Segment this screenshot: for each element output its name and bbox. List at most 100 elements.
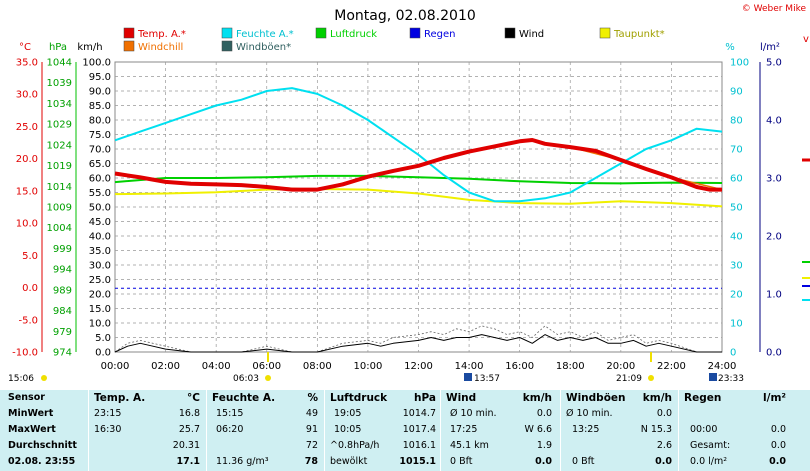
gusts-bft: 0 Bft bbox=[572, 456, 595, 467]
humidity-tick-label: 80 bbox=[730, 116, 743, 127]
rain-total-label: Gesamt: bbox=[690, 440, 731, 451]
sunset-time: 21:09 bbox=[616, 374, 642, 384]
temp-tick-label: -10.0 bbox=[12, 348, 38, 359]
humidity-tick-label: 60 bbox=[730, 174, 743, 185]
temp-max: 25.7 bbox=[178, 424, 200, 435]
humidity-tick-label: 20 bbox=[730, 290, 743, 301]
wind-distance: 45.1 km bbox=[450, 440, 489, 451]
row-label-current: 02.08. 23:55 bbox=[8, 456, 76, 467]
stats-col-gusts: Windböen km/h Ø 10 min. 0.0 13:25 N 15.3… bbox=[566, 390, 676, 471]
temp-tick-label: 5.0 bbox=[22, 251, 38, 262]
dewpoint-line bbox=[114, 188, 723, 208]
legend-swatch bbox=[504, 27, 516, 39]
rain-total: 0.0 bbox=[770, 440, 786, 451]
legend-swatch bbox=[315, 27, 327, 39]
wind-bft: 0 Bft bbox=[450, 456, 473, 467]
wind-tick-label: 15.0 bbox=[89, 304, 111, 315]
col-sep bbox=[206, 390, 207, 471]
humidity-tick-label: 10 bbox=[730, 319, 743, 330]
legend-swatch bbox=[123, 27, 135, 39]
wind-tick-label: 85.0 bbox=[89, 101, 111, 112]
humidity-max-time: 06:20 bbox=[216, 424, 244, 435]
wind-unit: km/h bbox=[77, 42, 102, 53]
col-sep bbox=[440, 390, 441, 471]
rain-tick-label: 3.0 bbox=[766, 174, 782, 185]
legend-label: Feuchte A.* bbox=[236, 29, 294, 40]
x-tick-label: 06:00 bbox=[252, 361, 281, 372]
wind-tick-label: 45.0 bbox=[89, 217, 111, 228]
legend: Temp. A.* Feuchte A.* Luftdruck Regen Wind Ta… bbox=[123, 27, 665, 53]
stats-row-labels: Sensor MinWert MaxWert Durchschnitt 02.0… bbox=[8, 390, 88, 471]
legend-swatch bbox=[409, 27, 421, 39]
sunrise-time: 06:03 bbox=[233, 374, 259, 384]
humidity-tick-label: 30 bbox=[730, 261, 743, 272]
wind-header: Wind bbox=[446, 392, 477, 404]
humidity-absolute: 11.36 g/m³ bbox=[216, 456, 269, 467]
pressure-tick-label: 989 bbox=[53, 285, 72, 296]
humidity-min: 49 bbox=[305, 408, 318, 419]
stats-table: Sensor MinWert MaxWert Durchschnitt 02.0… bbox=[0, 390, 810, 471]
legend-swatch bbox=[123, 40, 135, 52]
row-label-min: MinWert bbox=[8, 408, 54, 419]
pressure-tick-label: 1004 bbox=[47, 223, 72, 234]
pressure-header: Luftdruck bbox=[330, 392, 388, 404]
temp-tick-label: 10.0 bbox=[16, 219, 38, 230]
rain-max: 0.0 bbox=[770, 424, 786, 435]
temp-tick-label: 0.0 bbox=[22, 283, 38, 294]
pressure-max: 1017.4 bbox=[402, 424, 436, 435]
temp-header: Temp. A. bbox=[94, 392, 146, 404]
pressure-min: 1014.7 bbox=[402, 408, 436, 419]
axis-ticks: 00:00 02:00 04:00 06:00 08:00 10:00 12:00 14:00… bbox=[12, 58, 782, 373]
stats-col-wind: Wind km/h Ø 10 min. 0.0 17:25 W 6.6 45.1… bbox=[446, 390, 556, 471]
max-humidity-time: 13:57 bbox=[474, 374, 500, 384]
temp-current: 17.1 bbox=[176, 456, 200, 467]
wind-current: 0.0 bbox=[535, 456, 552, 467]
legend-label: Regen bbox=[424, 29, 456, 40]
wind-unit-header: km/h bbox=[522, 392, 552, 404]
stats-col-rain: Regen l/m² 00:00 0.0 Gesamt: 0.0 0.0 l/m… bbox=[684, 390, 792, 471]
humidity-tick-label: 90 bbox=[730, 87, 743, 98]
gusts-max: N 15.3 bbox=[640, 424, 672, 435]
min-temp-time: 15:06 bbox=[8, 374, 34, 384]
wind-tick-label: 50.0 bbox=[89, 203, 111, 214]
rain-current: 0.0 bbox=[769, 456, 786, 467]
gusts-avg: 2.6 bbox=[656, 440, 672, 451]
max-humidity-icon bbox=[464, 373, 472, 381]
x-tick-label: 12:00 bbox=[404, 361, 433, 372]
col-sep bbox=[324, 390, 325, 471]
wind-tick-label: 25.0 bbox=[89, 275, 111, 286]
gusts-header: Windböen bbox=[566, 392, 626, 404]
humidity-line bbox=[114, 87, 723, 203]
rain-tick-label: 1.0 bbox=[766, 290, 782, 301]
stats-col-humidity: Feuchte A. % 15:15 49 06:20 91 72 11.36 … bbox=[212, 390, 322, 471]
stats-col-temp: Temp. A. °C 23:15 16.8 16:30 25.7 20.31 … bbox=[94, 390, 204, 471]
pressure-trend: ^0.8hPa/h bbox=[330, 440, 380, 451]
gusts-unit-header: km/h bbox=[642, 392, 672, 404]
wind-tick-label: 0.0 bbox=[95, 348, 111, 359]
temp-tick-label: 15.0 bbox=[16, 186, 38, 197]
temp-tick-label: 25.0 bbox=[16, 122, 38, 133]
gusts-10min-label: Ø 10 min. bbox=[566, 408, 613, 419]
x-tick-label: 08:00 bbox=[303, 361, 332, 372]
series-lines bbox=[114, 87, 723, 353]
last-time-icon bbox=[709, 373, 717, 381]
pressure-forecast: bewölkt bbox=[330, 456, 368, 467]
x-tick-label: 00:00 bbox=[101, 361, 130, 372]
humidity-unit-header: % bbox=[307, 392, 318, 404]
legend-label: Wind bbox=[519, 29, 544, 40]
temp-tick-label: -5.0 bbox=[18, 315, 38, 326]
copyright: © Weber Mike bbox=[742, 4, 807, 14]
rain-unit: l/m² bbox=[760, 42, 780, 53]
humidity-tick-label: 70 bbox=[730, 145, 743, 156]
legend-label: Windchill bbox=[138, 42, 183, 53]
gusts-current: 0.0 bbox=[655, 456, 672, 467]
legend-swatch bbox=[221, 40, 233, 52]
col-sep bbox=[678, 390, 679, 471]
pressure-tick-label: 1034 bbox=[47, 99, 72, 110]
pressure-tick-label: 979 bbox=[53, 327, 72, 338]
wind-tick-label: 80.0 bbox=[89, 116, 111, 127]
wind-max-time: 17:25 bbox=[450, 424, 478, 435]
pressure-tick-label: 1019 bbox=[47, 161, 72, 172]
pressure-tick-label: 1014 bbox=[47, 182, 72, 193]
wind-max: W 6.6 bbox=[524, 424, 552, 435]
